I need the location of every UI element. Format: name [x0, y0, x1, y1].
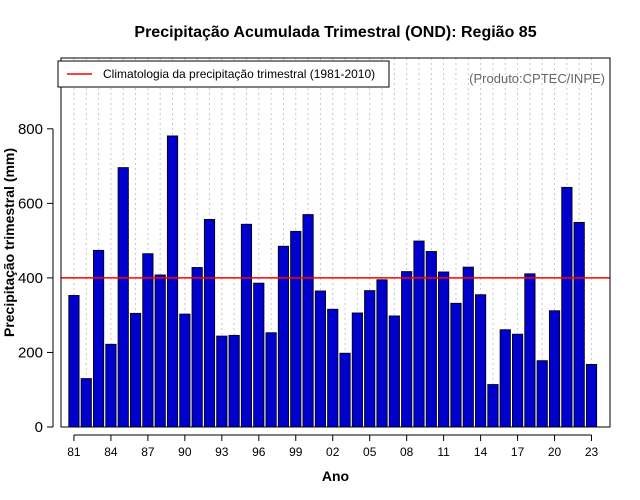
- bar-1989: [166, 135, 179, 428]
- x-axis-title: Ano: [322, 468, 349, 484]
- chart-title: Precipitação Acumulada Trimestral (OND):…: [134, 24, 536, 41]
- bar-2013: [462, 266, 474, 428]
- bar-2009: [413, 240, 425, 428]
- y-axis-title: Precipitação trimestral (mm): [1, 148, 17, 337]
- bar-2012: [450, 302, 462, 428]
- x-axis: 81 84 87 90 93 96 99 02 05 08 11 14 17 20 23: [67, 434, 599, 459]
- bar-1986: [129, 312, 142, 428]
- bar-1991: [191, 267, 203, 428]
- y-tick-label: 0: [35, 419, 43, 436]
- bar-2004: [351, 312, 363, 428]
- bar-2008: [401, 271, 413, 428]
- bar-1998: [277, 245, 290, 428]
- bar-2018: [524, 273, 536, 428]
- x-tick-label: 93: [215, 445, 229, 459]
- bar-1987: [142, 253, 154, 428]
- y-tick-label: 600: [18, 195, 43, 212]
- bar-2014: [475, 294, 487, 428]
- bar-1999: [290, 230, 302, 428]
- bar-2003: [339, 352, 351, 428]
- legend-box: [57, 60, 390, 88]
- bar-2021: [561, 186, 573, 428]
- bar-2015: [487, 384, 499, 428]
- bar-1993: [216, 335, 228, 428]
- bar-2007: [388, 315, 400, 428]
- x-tick-label: 87: [141, 445, 155, 459]
- y-tick-label: 400: [18, 270, 43, 287]
- x-tick-label: 81: [67, 445, 81, 459]
- bar-1994: [228, 334, 240, 428]
- bar-1997: [265, 332, 277, 428]
- x-tick-label: 99: [289, 445, 303, 459]
- bar-2019: [536, 360, 548, 428]
- bar-1995: [240, 223, 253, 428]
- x-tick-label: 90: [178, 445, 192, 459]
- bar-2022: [573, 221, 585, 428]
- x-tick-label: 11: [437, 445, 450, 459]
- bar-2011: [438, 271, 450, 428]
- x-tick-label: 08: [400, 445, 414, 459]
- bar-2005: [364, 290, 376, 428]
- x-tick-label: 96: [252, 445, 266, 459]
- x-tick-label: 02: [326, 445, 340, 459]
- y-tick-label: 800: [18, 121, 43, 138]
- y-axis: 0 200 400 600 800: [18, 121, 54, 436]
- bar-1990: [179, 313, 191, 428]
- bar-1982: [80, 378, 92, 428]
- bar-2002: [327, 308, 339, 428]
- x-tick-label: 84: [104, 445, 118, 459]
- legend: Climatologia da precipitação trimestral …: [57, 60, 390, 88]
- bar-1985: [117, 167, 129, 428]
- x-tick-label: 17: [511, 445, 525, 459]
- bar-1988: [154, 274, 166, 428]
- bar-2023: [585, 363, 598, 428]
- bar-2016: [499, 329, 511, 428]
- bar-2006: [376, 279, 388, 428]
- x-tick-label: 05: [363, 445, 377, 459]
- grid-lines: [73, 58, 593, 427]
- credit-text: (Produto:CPTEC/INPE): [469, 71, 605, 86]
- plot-frame: [60, 57, 611, 428]
- bar-2000: [302, 214, 314, 428]
- x-tick-label: 23: [585, 445, 599, 459]
- bar-1983: [93, 249, 105, 428]
- bars: [68, 135, 598, 428]
- bar-2017: [512, 333, 524, 428]
- y-tick-label: 200: [18, 344, 43, 361]
- bar-1984: [105, 343, 117, 428]
- x-tick-label: 20: [548, 445, 562, 459]
- legend-label-climatology: Climatologia da precipitação trimestral …: [103, 67, 375, 81]
- bar-1992: [203, 218, 216, 428]
- bar-1981: [68, 295, 80, 428]
- bar-1996: [253, 282, 265, 428]
- bar-2001: [314, 290, 326, 428]
- x-tick-label: 14: [474, 445, 488, 459]
- bar-2020: [548, 310, 561, 428]
